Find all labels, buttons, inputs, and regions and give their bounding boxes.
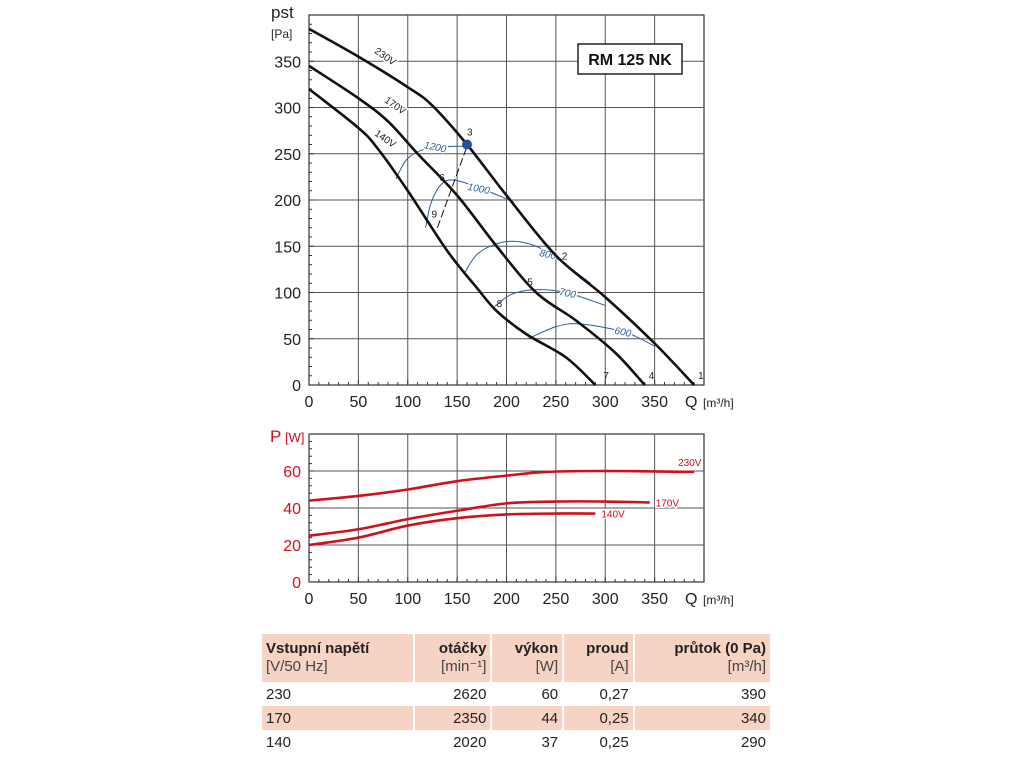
pressure-x-tick-label: 0 — [305, 394, 314, 411]
power-x-tick-label: 300 — [592, 591, 619, 608]
pressure-x-axis-label: Q — [685, 394, 697, 411]
iso-curve-label: 1200 — [423, 140, 447, 155]
power-curve-label-230V: 230V — [678, 458, 702, 469]
power-curve-170V — [308, 500, 650, 538]
power-x-tick-label: 350 — [641, 591, 668, 608]
point-label-8: 8 — [497, 299, 503, 310]
point-label-3: 3 — [467, 128, 473, 139]
pressure-x-tick-label: 300 — [592, 394, 619, 411]
model-title: RM 125 NK — [588, 52, 672, 69]
power-curve-label-140V: 140V — [601, 510, 625, 521]
point-label-1: 1 — [698, 371, 704, 382]
pressure-curve-140V — [308, 87, 597, 386]
table-row: 140 2020 37 0,25 290 — [262, 730, 770, 754]
cell: 2020 — [453, 733, 487, 751]
table-row: 230 2620 60 0,27 390 — [262, 682, 770, 706]
pressure-x-tick-label: 100 — [394, 394, 421, 411]
curve-label-230V: 230V — [372, 46, 398, 69]
power-x-tick-label: 100 — [394, 591, 421, 608]
iso-curve-label: 1000 — [467, 182, 491, 197]
header-current: proud [A] — [564, 634, 633, 682]
fan-performance-charts: 0 50 100 150 200 250 300 3500501001502002503003… — [270, 3, 734, 608]
point-label-5: 5 — [527, 278, 533, 289]
pressure-x-tick-label: 150 — [444, 394, 471, 411]
power-x-tick-label: 150 — [444, 591, 471, 608]
pressure-y-tick-label: 350 — [274, 54, 301, 71]
pressure-y-axis-label: pst — [271, 3, 294, 22]
point-label-4: 4 — [649, 371, 655, 382]
cell: 230 — [266, 685, 292, 703]
pressure-x-axis-unit: [m³/h] — [703, 396, 734, 410]
pressure-x-tick-label: 350 — [641, 394, 668, 411]
model-title-box — [577, 43, 683, 75]
cell: 0,27 — [599, 685, 629, 703]
power-curve-230V — [308, 469, 695, 502]
power-x-tick-label: 250 — [543, 591, 570, 608]
cell: 0,25 — [564, 706, 633, 730]
cell: 140 — [266, 733, 292, 751]
header-speed: otáčky [min⁻¹] — [415, 634, 491, 682]
pressure-y-tick-label: 0 — [292, 378, 301, 395]
point-label-7: 7 — [603, 371, 609, 382]
cell: 290 — [740, 733, 766, 751]
fan-spec-table: Vstupní napětí [V/50 Hz] otáčky [min⁻¹] vý… — [260, 634, 772, 754]
point-label-9: 9 — [431, 209, 437, 220]
point-label-2: 2 — [562, 252, 568, 263]
iso-curve-label: 700 — [558, 287, 577, 301]
iso-curve-label: 600 — [613, 326, 632, 340]
cell: 2350 — [415, 706, 491, 730]
table-row: 170 2350 44 0,25 340 — [262, 706, 770, 730]
pressure-y-tick-label: 250 — [274, 147, 301, 164]
pressure-curve-230V — [308, 27, 696, 386]
curve-label-170V: 170V — [382, 95, 408, 118]
power-y-tick-label: 40 — [283, 501, 301, 518]
cell: 0,25 — [599, 733, 629, 751]
operating-point-marker — [462, 139, 472, 150]
power-x-tick-label: 0 — [305, 591, 314, 608]
cell: 2620 — [453, 685, 487, 703]
iso-curve-1000 — [425, 179, 514, 228]
pressure-y-tick-label: 150 — [274, 239, 301, 256]
pressure-curve-170V — [308, 64, 646, 386]
power-y-axis-label: P — [270, 427, 281, 446]
pressure-y-tick-label: 300 — [274, 101, 301, 118]
cell: 390 — [740, 685, 766, 703]
cell: 60 — [541, 685, 559, 703]
power-x-tick-label: 200 — [493, 591, 520, 608]
power-x-axis-label: Q — [685, 591, 697, 608]
power-y-tick-label: 20 — [283, 538, 301, 555]
system-curve-dashed — [436, 146, 468, 228]
header-voltage: Vstupní napětí [V/50 Hz] — [262, 634, 414, 682]
cell: 37 — [541, 733, 559, 751]
cell: 44 — [492, 706, 563, 730]
power-y-tick-label: 0 — [292, 575, 301, 592]
pressure-x-tick-label: 200 — [493, 394, 520, 411]
cell: 170 — [262, 706, 414, 730]
power-y-tick-label: 60 — [283, 464, 301, 481]
iso-curve-1200 — [395, 145, 468, 179]
power-curve-140V — [308, 512, 596, 547]
power-curve-label-170V: 170V — [656, 498, 680, 509]
pressure-x-tick-label: 50 — [349, 394, 367, 411]
pressure-y-axis-unit: [Pa] — [271, 27, 292, 41]
iso-curve-600 — [528, 323, 655, 347]
header-flow: průtok (0 Pa) [m³/h] — [634, 634, 770, 682]
power-x-axis-unit: [m³/h] — [703, 593, 734, 607]
header-power: výkon [W] — [492, 634, 563, 682]
power-y-axis-unit: [W] — [285, 430, 305, 445]
power-x-tick-label: 50 — [349, 591, 367, 608]
pressure-y-tick-label: 200 — [274, 193, 301, 210]
pressure-x-tick-label: 250 — [543, 394, 570, 411]
pressure-y-tick-label: 50 — [283, 332, 301, 349]
point-label-6: 6 — [439, 173, 445, 184]
cell: 340 — [634, 706, 770, 730]
pressure-y-tick-label: 100 — [274, 286, 301, 303]
